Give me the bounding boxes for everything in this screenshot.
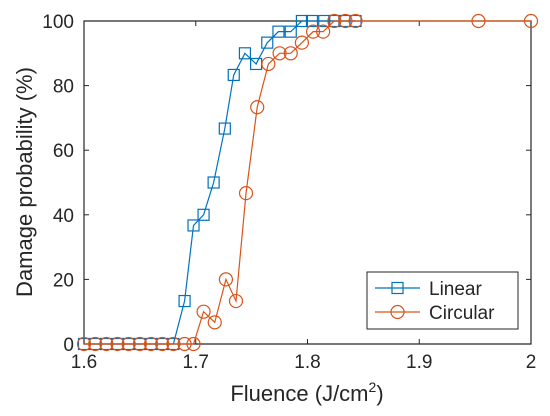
data-point-square: [238, 47, 252, 60]
series-line-circular: [84, 20, 531, 345]
data-point-circle: [143, 336, 159, 352]
series-layer: [76, 13, 539, 352]
y-tick-label: 80: [53, 77, 74, 98]
data-point-square: [295, 14, 309, 28]
data-point-circle: [207, 315, 222, 330]
x-tick-label: 2: [526, 352, 537, 373]
data-point-square: [178, 294, 191, 308]
data-point-square: [187, 219, 200, 232]
y-tick-label: 0: [63, 335, 74, 356]
data-point-circle: [218, 272, 234, 287]
x-tick-label: 1.6: [71, 352, 97, 373]
data-point-circle: [88, 336, 103, 352]
data-point-circle: [110, 336, 125, 352]
data-point-square: [305, 14, 319, 28]
data-point-circle: [523, 13, 539, 29]
data-point-circle: [316, 24, 331, 39]
data-point-circle: [283, 46, 298, 61]
y-tick-label: 60: [53, 141, 74, 162]
data-point-square: [227, 68, 240, 82]
data-point-circle: [76, 336, 92, 352]
data-point-square: [318, 14, 331, 28]
y-tick-label: 100: [42, 12, 74, 33]
x-axis-title-end: ): [376, 381, 383, 406]
data-point-circle: [305, 24, 321, 39]
legend-box: [366, 271, 519, 330]
data-point-circle: [294, 35, 310, 50]
x-axis-title: Fluence (J/cm2): [230, 379, 383, 406]
data-point-circle: [338, 13, 353, 29]
x-tick-label: 1.9: [406, 352, 432, 373]
x-tick-label: 1.7: [183, 352, 209, 373]
x-axis-title-superscript: 2: [369, 379, 377, 395]
legend-label-circular: Circular: [429, 303, 495, 324]
y-axis-title: Damage probability (%): [12, 67, 37, 297]
data-point-circle: [327, 13, 342, 29]
data-point-circle: [250, 100, 265, 115]
data-point-circle: [121, 336, 136, 352]
data-point-square: [284, 25, 297, 38]
data-point-circle: [177, 336, 192, 352]
data-point-circle: [348, 13, 363, 29]
x-tick-label: 1.8: [294, 352, 320, 373]
data-point-circle: [155, 336, 170, 352]
data-point-circle: [471, 13, 486, 29]
data-point-square: [261, 36, 274, 49]
series-circular: [76, 13, 539, 352]
data-point-circle: [99, 336, 114, 352]
data-point-square: [272, 25, 285, 38]
data-point-circle: [132, 336, 147, 352]
data-point-circle: [261, 56, 276, 72]
legend-marker-circle: [390, 304, 405, 320]
data-point-circle: [186, 336, 201, 352]
data-point-circle: [228, 293, 244, 309]
data-point-circle: [166, 336, 181, 352]
data-point-circle: [196, 304, 211, 319]
legend-marker-square: [391, 281, 404, 295]
data-point-circle: [238, 186, 254, 201]
data-point-square: [218, 122, 231, 135]
data-point-square: [197, 208, 210, 221]
legend: Linear Circular: [366, 271, 519, 330]
data-point-square: [207, 176, 220, 189]
y-tick-label: 40: [53, 206, 74, 227]
data-point-circle: [272, 46, 287, 61]
y-tick-label: 20: [53, 270, 74, 291]
legend-label-linear: Linear: [429, 279, 482, 300]
